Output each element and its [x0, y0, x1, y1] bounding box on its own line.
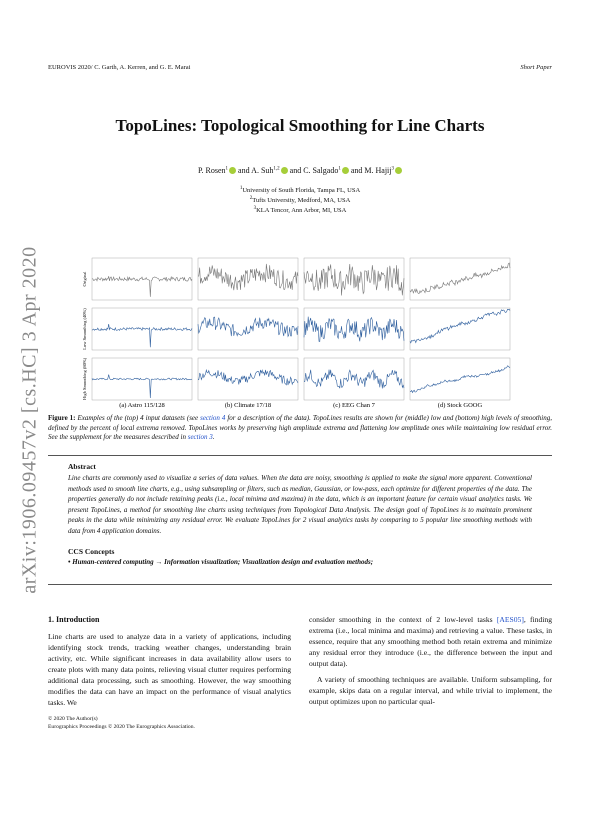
affiliation-number: 2: [249, 196, 253, 202]
thumbnail-line: [409, 262, 511, 294]
thumbnail-line: [91, 324, 193, 348]
caption-link[interactable]: section 3: [187, 433, 213, 442]
header-left: EUROVIS 2020/ C. Garth, A. Kerren, and G…: [48, 64, 191, 71]
figure-caption: Figure 1: Examples of the (top) 4 input …: [48, 414, 552, 443]
author-name: C. Salgado: [303, 166, 339, 175]
affiliation: 1University of South Florida, Tampa FL, …: [0, 186, 600, 194]
panel-frame: [197, 257, 299, 301]
ccs-heading: CCS Concepts: [68, 546, 115, 556]
orcid-icon: [395, 167, 402, 174]
author-affiliation: 1: [225, 166, 229, 172]
panel-label: (d) Stock GOOG: [438, 402, 483, 409]
orcid-icon: [341, 167, 349, 174]
author-affiliation: 1,2: [273, 166, 280, 172]
paragraph: consider smoothing in the context of 2 l…: [309, 614, 552, 669]
affiliation: 3KLA Tencor, Ann Arbor, MI, USA: [0, 206, 600, 214]
ccs-text: • Human-centered computing → Information…: [68, 557, 374, 566]
left-column: 1. Introduction Line charts are used to …: [48, 614, 291, 713]
affiliation: 2Tufts University, Medford, MA, USA: [0, 196, 600, 204]
text: consider smoothing in the context of 2 l…: [309, 615, 497, 624]
citation[interactable]: [AES05]: [496, 615, 524, 624]
right-column: consider smoothing in the context of 2 l…: [309, 614, 552, 712]
figure: Original Low Smoothing (40%) High Smoothin…: [82, 257, 511, 409]
panel-frame: [409, 307, 511, 351]
authors: P. Rosen1 and A. Suh1,2 and C. Salgado1 …: [0, 166, 600, 175]
arxiv-id: arXiv:1906.09457v2 [cs.HC] 3 Apr 2020: [18, 246, 41, 594]
row-label: High Smoothing (80%): [82, 357, 87, 400]
panel-frame: [197, 357, 299, 401]
panel-frame: [91, 357, 193, 401]
orcid-icon: [280, 167, 288, 174]
author-separator: and: [350, 166, 363, 175]
affiliation-text: University of South Florida, Tampa FL, U…: [242, 187, 361, 195]
author-separator: and: [289, 166, 302, 175]
row-label: Original: [82, 271, 87, 287]
author-affiliation: 1: [338, 166, 341, 172]
affiliations: 1University of South Florida, Tampa FL, …: [0, 186, 600, 216]
thumbnail-line: [197, 368, 299, 386]
author-name: M. Hajij: [364, 166, 392, 175]
panel-label: (b) Climate 17/18: [225, 402, 271, 409]
affiliation-text: KLA Tencor, Ann Arbor, MI, USA: [256, 207, 347, 215]
author-separator: and: [238, 166, 250, 175]
thumbnail-line: [303, 263, 405, 296]
panel-frame: [409, 257, 511, 301]
paragraph: Line charts are used to analyze data in …: [48, 632, 291, 707]
abstract-text: Line charts are commonly used to visuali…: [68, 474, 532, 535]
section-heading: 1. Introduction: [48, 615, 100, 624]
panel-frame: [303, 357, 405, 401]
affiliation-number: 3: [253, 206, 257, 212]
thumbnail-line: [197, 316, 299, 338]
panel-frame: [303, 307, 405, 351]
caption-text: Examples of the (top) 4 input datasets (…: [77, 414, 201, 422]
author-name: P. Rosen: [197, 166, 226, 175]
thumbnail-line: [409, 308, 511, 344]
paragraph: A variety of smoothing techniques are av…: [309, 675, 552, 706]
panel-label: (a) Astro 115/128: [119, 402, 165, 409]
footer-copyright: © 2020 The Author(s): [48, 716, 98, 722]
footer-proceedings: Eurographics Proceedings © 2020 The Euro…: [48, 724, 195, 730]
author-name: A. Suh: [251, 166, 274, 175]
row-label: Low Smoothing (40%): [82, 308, 87, 350]
text: , finding extrema (i.e., local minima an…: [309, 615, 552, 668]
caption-link[interactable]: section 4: [200, 414, 226, 422]
thumbnail-line: [197, 263, 299, 291]
caption-label: Figure 1:: [48, 414, 76, 422]
thumbnail-line: [303, 316, 405, 342]
paper-title: TopoLines: Topological Smoothing for Lin…: [115, 116, 485, 135]
abstract-heading: Abstract: [68, 462, 96, 471]
abstract: Abstract Line charts are commonly used t…: [48, 455, 552, 585]
thumbnail-line: [409, 365, 511, 394]
panel-label: (c) EEG Chan 7: [333, 402, 375, 409]
header-right: Short Paper: [520, 64, 552, 71]
thumbnail-line: [91, 374, 193, 399]
panel-frame: [197, 307, 299, 351]
orcid-icon: [229, 167, 237, 174]
author-affiliation: 3: [391, 166, 395, 172]
panel-frame: [409, 357, 511, 401]
affiliation-text: Tufts University, Medford, MA, USA: [252, 197, 351, 205]
thumbnail-line: [304, 369, 405, 389]
caption-text: .: [212, 433, 215, 442]
thumbnail-line: [91, 275, 193, 297]
caption-text: for a description of the data). TopoLine…: [48, 414, 553, 442]
affiliation-number: 1: [239, 186, 243, 191]
